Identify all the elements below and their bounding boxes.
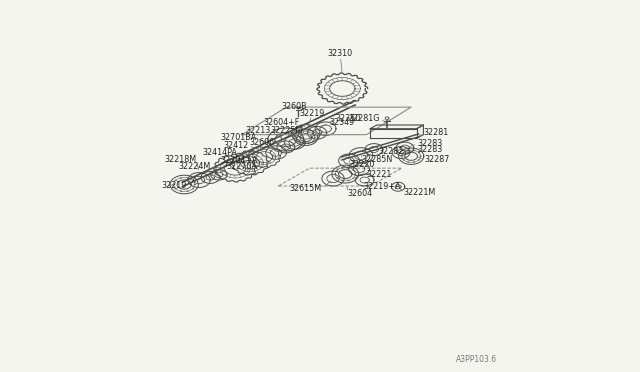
Text: 32606: 32606 [250,138,275,147]
Text: 32213: 32213 [246,126,271,135]
Text: 32221: 32221 [367,170,392,179]
Text: 32219: 32219 [299,109,324,118]
Text: 32283: 32283 [417,145,443,154]
Text: 32219: 32219 [162,182,188,190]
Text: 32225M: 32225M [271,126,303,135]
Text: 3260B: 3260B [281,102,307,110]
Text: 32287: 32287 [425,155,451,164]
Text: 32285N: 32285N [362,155,393,164]
Text: 32270A: 32270A [227,162,257,171]
Text: 32414PA: 32414PA [202,148,237,157]
Text: 32220: 32220 [349,160,374,169]
Text: 32604+F: 32604+F [263,118,300,126]
Text: 32283: 32283 [417,139,443,148]
Text: 32604: 32604 [348,189,373,198]
Text: 32412: 32412 [223,141,248,150]
Text: 32221M: 32221M [404,188,436,197]
Text: 32350: 32350 [335,114,361,123]
Text: 32701BA: 32701BA [221,133,257,142]
Text: A3PP103.6: A3PP103.6 [456,355,497,364]
Text: 32204+A: 32204+A [220,156,258,165]
Text: 32224M: 32224M [178,162,211,171]
Text: 32219+A: 32219+A [364,182,401,191]
Text: 32218M: 32218M [164,155,196,164]
Text: 32615M: 32615M [290,185,322,193]
Text: 32310: 32310 [328,49,353,58]
Text: 32281: 32281 [424,128,449,137]
Text: 32349: 32349 [330,118,355,127]
Text: 32281G: 32281G [349,114,380,123]
Text: 32282: 32282 [379,147,404,156]
